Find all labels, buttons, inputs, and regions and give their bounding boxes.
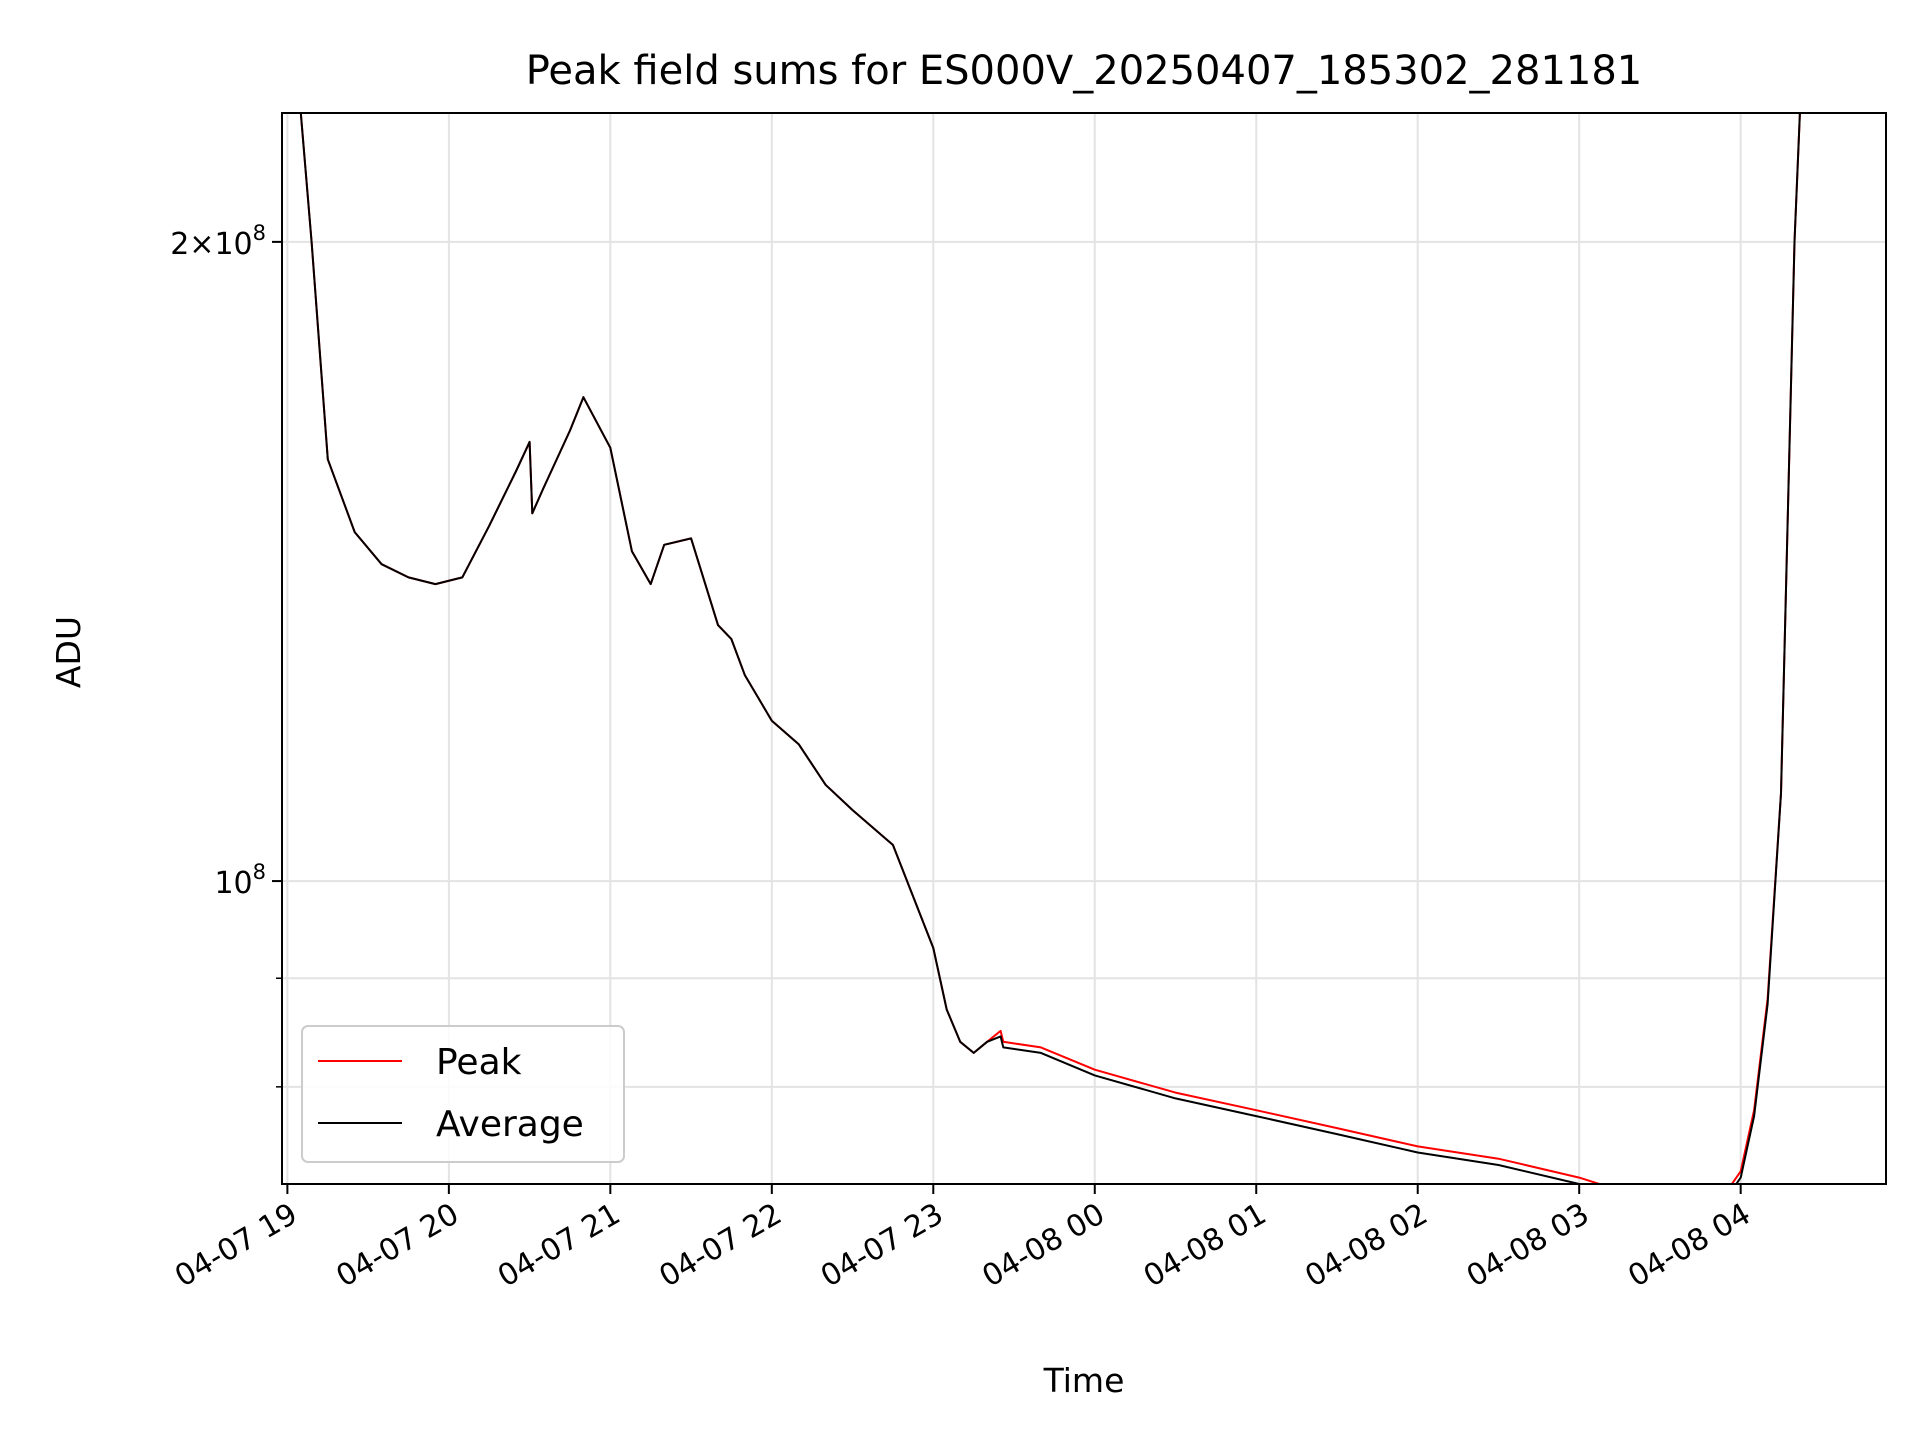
series-layer	[284, 113, 1801, 1184]
x-axis-title: Time	[1043, 1361, 1125, 1400]
y-tick-label: 2×108	[170, 221, 266, 262]
legend: Peak Average	[301, 1025, 625, 1163]
legend-label-peak: Peak	[436, 1042, 522, 1083]
plot-frame	[281, 112, 1887, 1185]
legend-label-average: Average	[436, 1104, 584, 1145]
y-axis-title: ADU	[49, 616, 88, 688]
grid	[282, 113, 1886, 1184]
series-line-average	[284, 113, 1801, 1184]
chart-title: Peak field sums for ES000V_20250407_1853…	[526, 48, 1643, 94]
